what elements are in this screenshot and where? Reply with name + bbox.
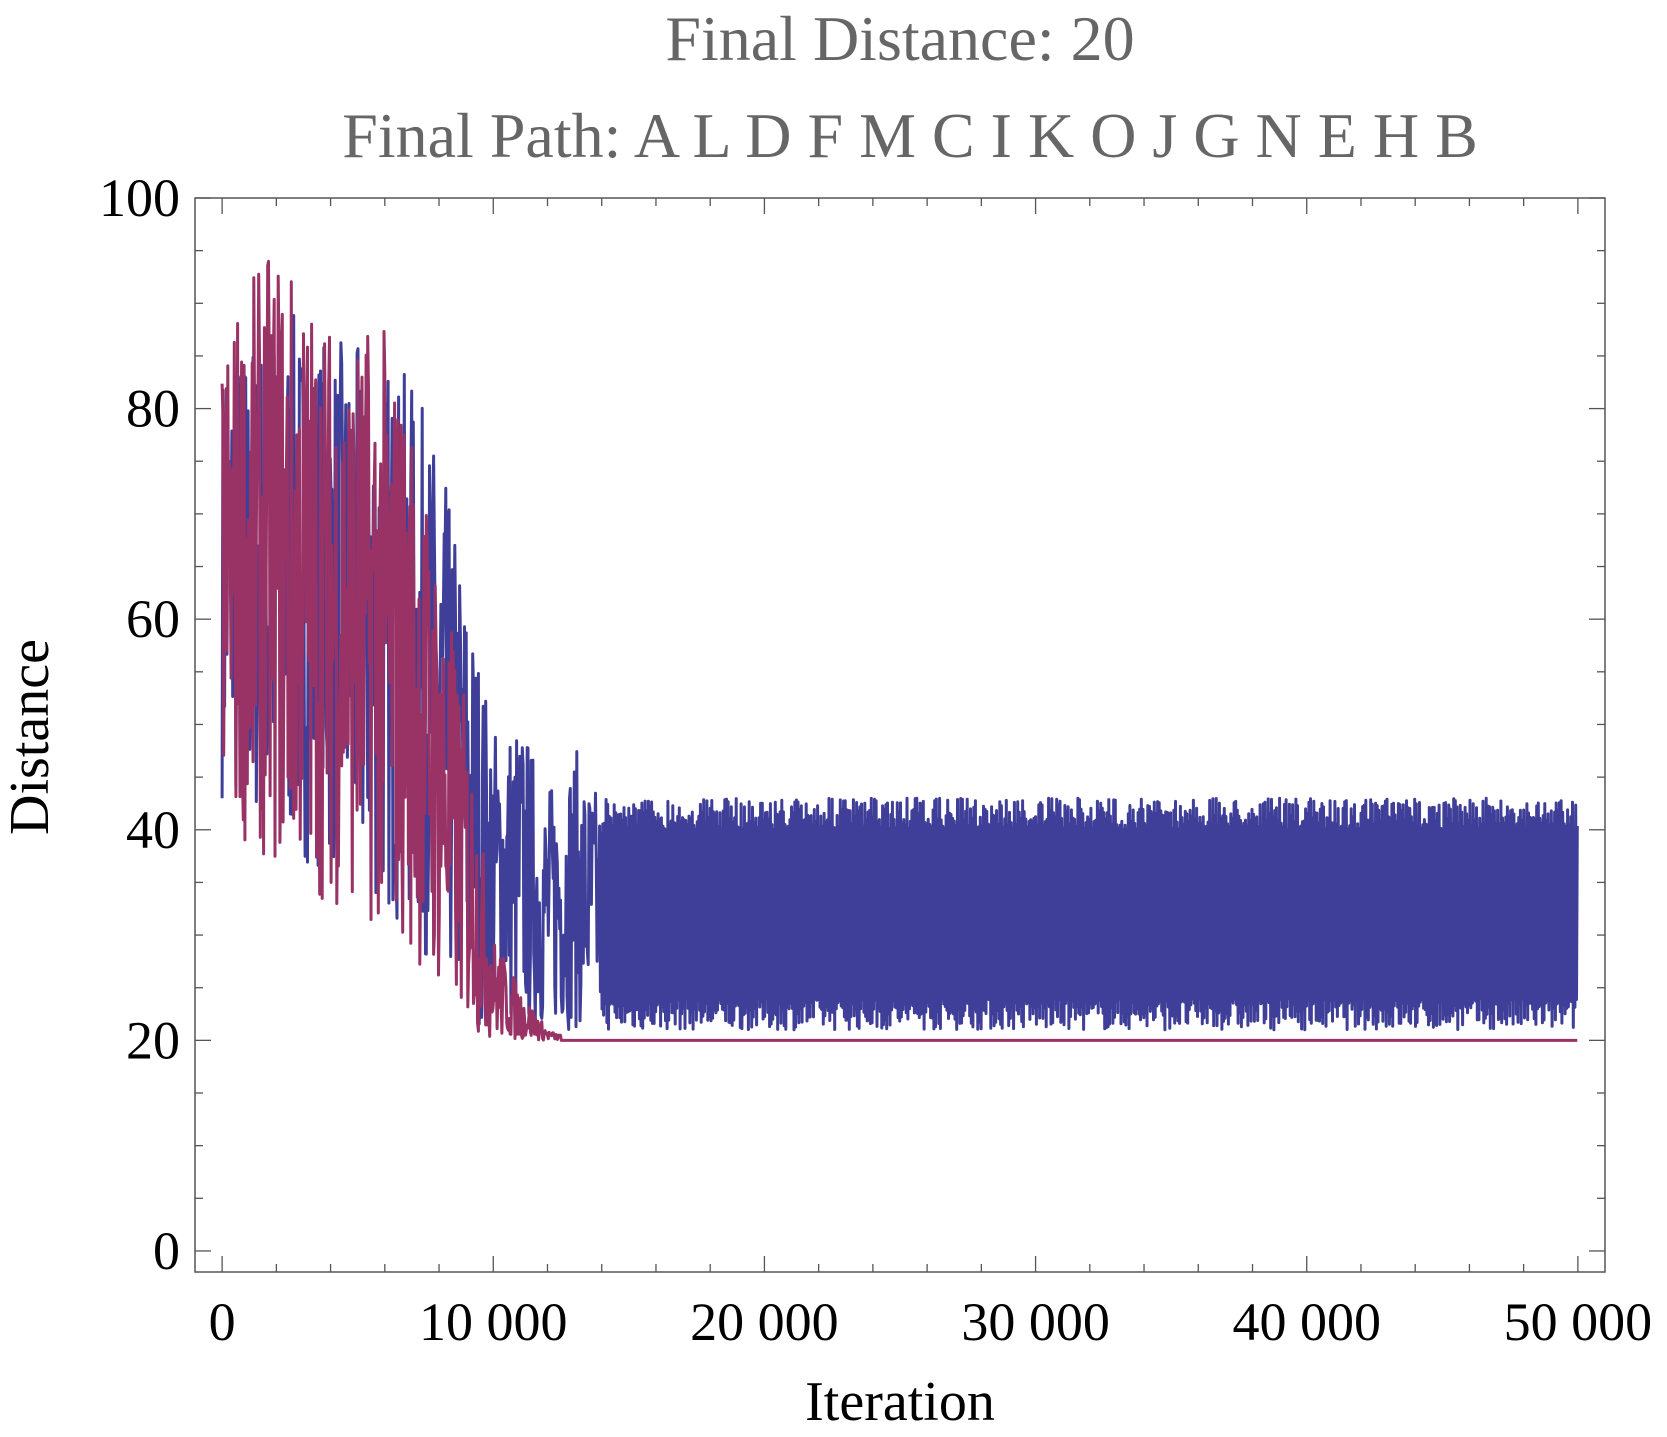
y-tick-label: 20 — [126, 1010, 180, 1070]
chart-title: Final Distance: 20 — [665, 3, 1134, 74]
y-tick-label: 40 — [126, 800, 180, 860]
x-tick-label: 40 000 — [1232, 1292, 1381, 1352]
chart-subtitle: Final Path: A L D F M C I K O J G N E H … — [342, 100, 1478, 171]
series-2-line — [220, 259, 1578, 1042]
x-tick-label: 50 000 — [1504, 1292, 1653, 1352]
x-tick-label: 20 000 — [690, 1292, 839, 1352]
y-axis-label: Distance — [0, 639, 61, 835]
y-axis: 0 20 40 60 80 100 — [99, 168, 1605, 1281]
x-tick-label: 10 000 — [419, 1292, 568, 1352]
y-tick-label: 80 — [126, 379, 180, 439]
y-tick-label: 60 — [126, 589, 180, 649]
y-tick-label: 0 — [153, 1221, 180, 1281]
plot-border — [194, 197, 1606, 1273]
x-tick-label: 0 — [209, 1292, 236, 1352]
x-tick-label: 30 000 — [961, 1292, 1110, 1352]
x-axis-label: Iteration — [805, 1371, 995, 1433]
x-axis: 0 10 000 20 000 30 000 40 000 50 000 — [209, 198, 1653, 1352]
y-tick-label: 100 — [99, 168, 180, 228]
series-layer — [220, 259, 1579, 1042]
series-1-line — [220, 314, 1579, 1032]
plot-frame — [194, 197, 1606, 1273]
